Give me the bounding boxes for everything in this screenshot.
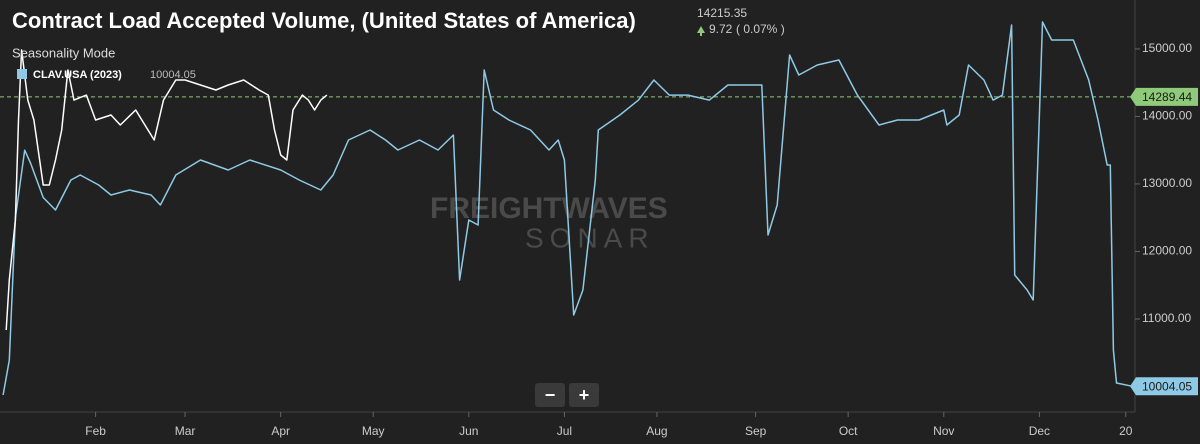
reference-label: 14289.44	[1142, 90, 1192, 104]
y-tick-label: 11000.00	[1142, 311, 1191, 325]
x-tick-label: Feb	[85, 424, 106, 438]
reference-label-box	[1130, 87, 1198, 106]
x-tick-label: Nov	[933, 424, 954, 438]
x-tick-label: Apr	[271, 424, 290, 438]
watermark: FREIGHTWAVES	[430, 192, 668, 225]
last-value-label: 10004.05	[1142, 379, 1192, 393]
y-tick-label: 13000.00	[1142, 176, 1192, 190]
watermark: SONAR	[525, 222, 655, 253]
x-tick-label: Oct	[839, 424, 858, 438]
x-tick-label: 20	[1119, 424, 1133, 438]
zoom-in-button[interactable]	[569, 383, 599, 407]
series-line	[5, 49, 328, 331]
y-tick-label: 12000.00	[1142, 244, 1192, 258]
zoom-out-button[interactable]	[535, 383, 565, 407]
y-tick-label: 15000.00	[1142, 41, 1192, 55]
chart-title: Contract Load Accepted Volume, (United S…	[12, 8, 636, 33]
x-tick-label: Jun	[459, 424, 478, 438]
x-tick-label: May	[362, 424, 385, 438]
up-arrow	[697, 26, 705, 36]
legend-label: CLAV.USA (2023)	[33, 69, 122, 81]
plot	[0, 0, 1140, 417]
x-tick-label: Dec	[1029, 424, 1050, 438]
x-tick-label: Aug	[646, 424, 667, 438]
legend-value: 10004.05	[150, 69, 196, 81]
zoom-in-label[interactable]: +	[579, 385, 590, 405]
last-value-box	[1130, 377, 1198, 396]
y-tick-label: 14000.00	[1142, 109, 1192, 123]
x-tick-label: Mar	[175, 424, 196, 438]
zoom-out-label[interactable]: −	[545, 385, 556, 405]
change-pct: ( 0.07% )	[736, 22, 785, 36]
x-tick-label: Jul	[557, 424, 572, 438]
x-tick-label: Sep	[745, 424, 767, 438]
legend-swatch	[17, 69, 27, 79]
series-line	[2, 21, 1133, 396]
change: 9.72	[709, 22, 733, 36]
subtitle: Seasonality Mode	[12, 45, 115, 60]
last-price: 14215.35	[697, 6, 747, 20]
